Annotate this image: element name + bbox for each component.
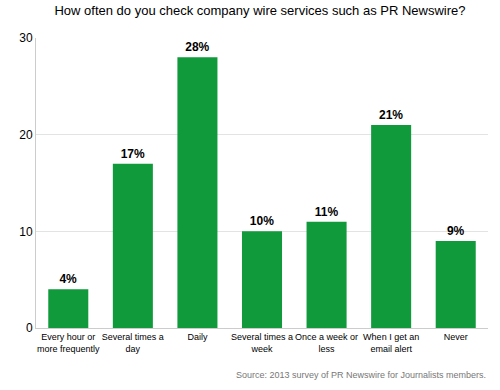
- svg-text:Never: Never: [444, 332, 468, 342]
- svg-text:Daily: Daily: [187, 332, 208, 342]
- svg-text:Several times aday: Several times aday: [102, 332, 164, 354]
- svg-text:9%: 9%: [447, 224, 465, 238]
- svg-text:10%: 10%: [250, 214, 274, 228]
- svg-text:11%: 11%: [315, 205, 339, 219]
- svg-text:Several times aweek: Several times aweek: [231, 332, 293, 354]
- svg-text:When I get anemail alert: When I get anemail alert: [363, 332, 419, 354]
- svg-text:0: 0: [26, 321, 33, 335]
- svg-text:20: 20: [19, 128, 33, 142]
- svg-text:How often do you check company: How often do you check company wire serv…: [54, 3, 465, 18]
- svg-text:Every hour ormore frequently: Every hour ormore frequently: [37, 332, 100, 354]
- svg-text:Source: 2013 survey of PR News: Source: 2013 survey of PR Newswire for J…: [236, 370, 486, 380]
- svg-text:21%: 21%: [379, 108, 403, 122]
- svg-text:Once a week orless: Once a week orless: [295, 332, 358, 354]
- svg-text:4%: 4%: [59, 272, 77, 286]
- svg-text:30: 30: [19, 31, 33, 45]
- svg-text:28%: 28%: [185, 40, 209, 54]
- svg-text:17%: 17%: [121, 147, 145, 161]
- svg-text:10: 10: [19, 225, 33, 239]
